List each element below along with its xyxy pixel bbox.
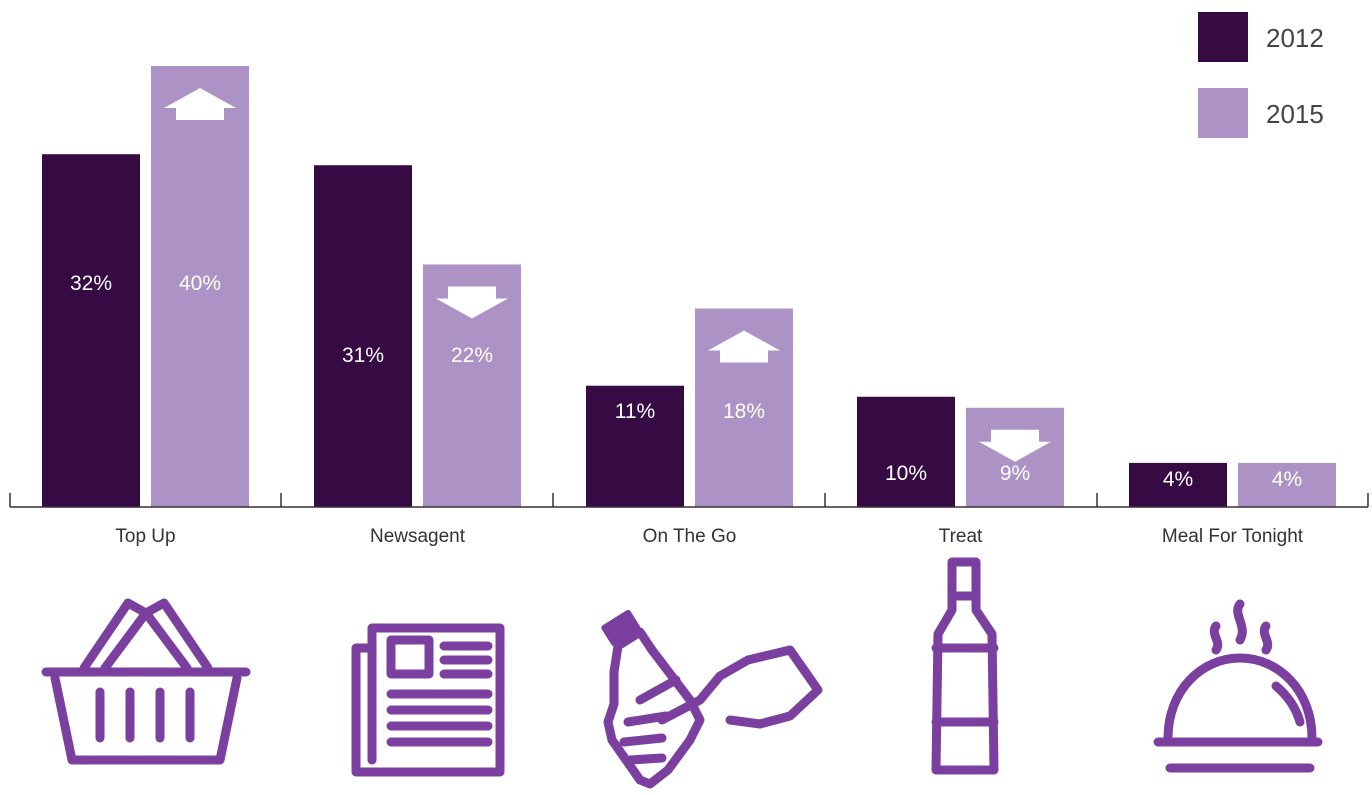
- category-label: Top Up: [115, 526, 175, 547]
- bottle-in-hand-icon: [601, 609, 823, 789]
- data-label: 18%: [723, 400, 765, 423]
- data-label: 9%: [1000, 462, 1030, 485]
- wine-bottle-icon: [931, 557, 999, 775]
- basket-icon: [41, 598, 251, 765]
- bar-2015-meal-for-tonight: [1238, 462, 1336, 507]
- data-label: 32%: [70, 272, 112, 295]
- trend-up-arrow: [164, 88, 236, 120]
- bar-2012-newsagent: [314, 165, 412, 507]
- category-labels: Top Up Newsagent On The Go Treat Meal For To…: [115, 526, 1303, 547]
- food-cloche-icon: [1153, 599, 1323, 773]
- data-label: 4%: [1163, 468, 1193, 491]
- data-label: 11%: [615, 400, 655, 423]
- bar-2012-meal-for-tonight: [1129, 462, 1227, 507]
- legend-label-2015: 2015: [1266, 99, 1324, 129]
- category-label: Newsagent: [370, 526, 466, 547]
- trend-down-arrow: [979, 429, 1051, 462]
- category-label: Meal For Tonight: [1162, 526, 1304, 547]
- data-label: 22%: [451, 344, 493, 367]
- trend-up-arrow: [708, 330, 780, 363]
- legend-swatch-2012: [1198, 12, 1248, 62]
- bar-2012-top-up: [42, 154, 140, 507]
- bars-layer: 32% 40% 31% 22% 11% 18% 10% 9% 4% 4%: [42, 66, 1336, 507]
- legend-swatch-2015: [1198, 88, 1248, 138]
- trend-arrows-layer: [164, 88, 1051, 462]
- x-axis: [9, 493, 1369, 508]
- legend-label-2012: 2012: [1266, 23, 1324, 53]
- bar-2015-top-up: [151, 66, 249, 507]
- newspaper-icon: [351, 623, 505, 777]
- data-label: 10%: [885, 462, 927, 485]
- data-label: 4%: [1272, 468, 1302, 491]
- data-label: 31%: [342, 344, 384, 367]
- category-label: On The Go: [643, 526, 737, 547]
- data-label: 40%: [179, 272, 221, 295]
- legend: 2012 2015: [1198, 12, 1324, 138]
- bar-2012-treat: [857, 396, 955, 507]
- trend-down-arrow: [436, 286, 508, 319]
- bar-2012-on-the-go: [586, 385, 684, 507]
- category-label: Treat: [939, 526, 983, 547]
